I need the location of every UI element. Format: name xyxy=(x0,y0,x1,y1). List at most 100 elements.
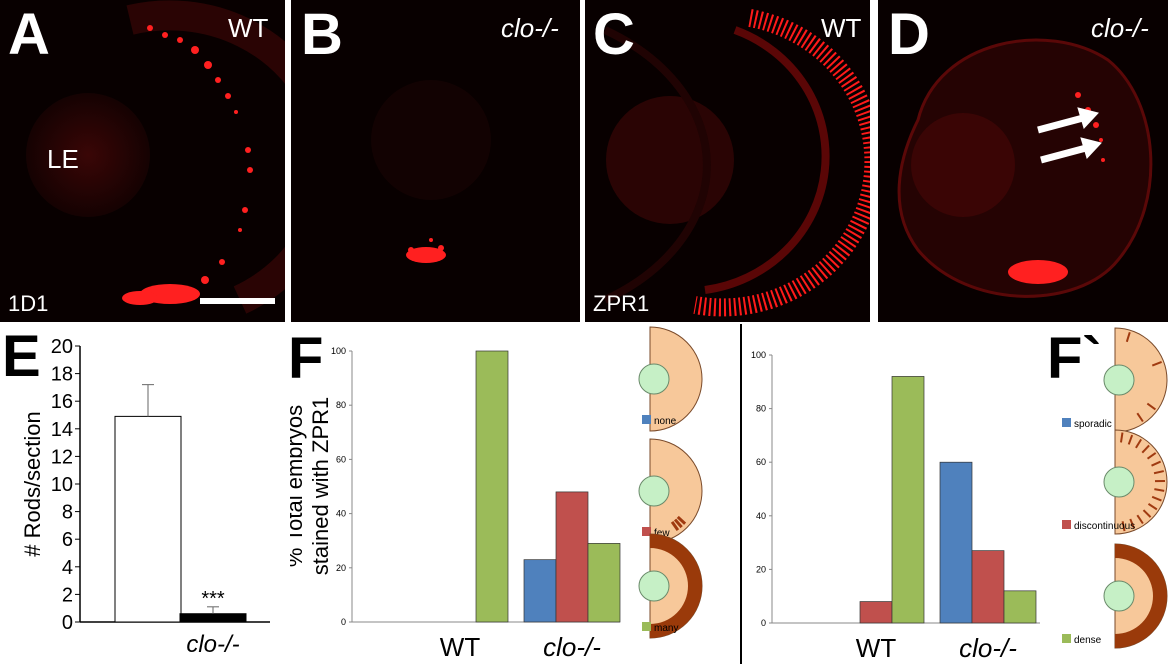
rod-mark xyxy=(1136,514,1144,525)
y-axis-label-line1: % Total embryos xyxy=(290,405,307,567)
y-tick-label: 16 xyxy=(51,391,73,413)
rod-mark xyxy=(1141,444,1150,454)
y-tick-label: 0 xyxy=(761,618,766,628)
rod-band xyxy=(650,534,702,638)
micrograph-a: A WT LE 1D1 xyxy=(0,0,285,322)
x-tick-label: clo-/- xyxy=(543,632,601,662)
genotype-label-c: WT xyxy=(821,13,862,43)
rod-mark xyxy=(1125,331,1131,343)
y-tick-label: 4 xyxy=(62,557,73,579)
eye-lens xyxy=(638,475,670,507)
significance-annotation: *** xyxy=(201,588,225,610)
rod-mark xyxy=(1129,518,1136,529)
y-tick-label: 20 xyxy=(336,563,346,573)
bar xyxy=(114,415,182,623)
scale-bar xyxy=(200,298,275,304)
x-tick-label: WT xyxy=(440,632,481,662)
panel-letter-d: D xyxy=(888,2,930,67)
legend-swatch xyxy=(642,527,651,536)
bar xyxy=(179,613,247,623)
legend-label: sporadic xyxy=(1074,419,1112,430)
genotype-label-d: clo-/- xyxy=(1091,13,1149,43)
rod-mark xyxy=(1146,452,1157,460)
y-tick-label: 6 xyxy=(62,529,73,551)
y-tick-label: 14 xyxy=(51,419,73,441)
micrograph-d: D clo-/- xyxy=(878,0,1168,322)
y-tick-label: 10 xyxy=(51,474,73,496)
rod-mark xyxy=(1153,470,1165,475)
rod-mark xyxy=(1151,460,1162,467)
panel-letter-a: A xyxy=(8,2,50,67)
y-tick-label: 40 xyxy=(336,509,346,519)
rod-mark xyxy=(1135,438,1142,449)
rod-mark xyxy=(1154,488,1165,492)
rod-mark xyxy=(1119,432,1124,443)
eye-schematic-none xyxy=(638,326,703,432)
y-tick-label: 100 xyxy=(331,346,346,356)
eye-lens xyxy=(638,363,670,395)
y-tick-label: 8 xyxy=(62,502,73,524)
y-axis-label: # Rods/section xyxy=(20,411,45,557)
y-tick-label: 100 xyxy=(751,350,766,360)
eye-schematic-many xyxy=(638,533,703,639)
x-tick-label: WT xyxy=(856,633,897,663)
micrograph-b: B clo-/- xyxy=(291,0,580,322)
marker-label-zpr1: ZPR1 xyxy=(593,291,650,316)
y-tick-label: 60 xyxy=(756,457,766,467)
legend-swatch xyxy=(1062,418,1071,427)
bar-many xyxy=(587,543,621,623)
micrograph-a-image xyxy=(26,0,285,314)
panel-letter-c: C xyxy=(593,2,635,67)
bar-dense xyxy=(891,376,925,624)
y-tick-label: 20 xyxy=(756,564,766,574)
micrograph-d-image xyxy=(897,38,1153,298)
eye-schematic-discontinuous xyxy=(1103,429,1168,535)
structure-label-le: LE xyxy=(47,144,79,174)
bar-discontinuous xyxy=(971,550,1005,624)
legend-swatch xyxy=(1062,520,1071,529)
micrograph-c: C WT ZPR1 xyxy=(585,0,870,322)
bar-few xyxy=(555,491,589,623)
legend-label: few xyxy=(654,528,670,539)
legend-label: none xyxy=(654,416,677,427)
panel-letter-e: E xyxy=(2,324,41,389)
rod-mark xyxy=(1151,360,1162,367)
legend-swatch xyxy=(1062,634,1071,643)
y-tick-label: 18 xyxy=(51,364,73,386)
y-tick-label: 20 xyxy=(51,336,73,358)
y-tick-label: 2 xyxy=(62,584,73,606)
y-axis-label-line2: stained with ZPR1 xyxy=(308,397,333,576)
rod-mark xyxy=(676,515,687,525)
y-tick-label: 0 xyxy=(341,617,346,627)
bar-many xyxy=(475,350,509,623)
y-tick-label: 80 xyxy=(336,400,346,410)
panel-letter-f-prime: F` xyxy=(1047,326,1102,391)
rod-mark xyxy=(1127,434,1134,445)
rod-mark xyxy=(1142,509,1152,518)
chart-f: 0 20 40 60 80 100 WT clo-/- % Total embryosstain… xyxy=(290,326,703,662)
legend-label: dense xyxy=(1074,635,1102,646)
eye-schematic-sporadic xyxy=(1103,327,1168,433)
y-tick-label: 12 xyxy=(51,446,73,468)
legend-label: many xyxy=(654,623,678,634)
chart-f-prime: 0 20 40 60 80 100 WT clo-/- sporadic discontinuou… xyxy=(740,324,1168,664)
genotype-label-a: WT xyxy=(228,13,269,43)
eye-lens xyxy=(638,570,670,602)
legend-label: discontinuous xyxy=(1074,521,1135,532)
genotype-label-b: clo-/- xyxy=(501,13,559,43)
rod-mark xyxy=(670,521,680,531)
x-tick-label: clo-/- xyxy=(186,631,239,658)
rod-mark xyxy=(1147,503,1158,511)
eye-schematic-few xyxy=(638,438,703,544)
rod-mark xyxy=(1136,412,1144,423)
rod-mark xyxy=(1151,495,1162,502)
rod-mark xyxy=(1121,521,1126,532)
rod-band xyxy=(1115,544,1167,648)
bar-dense xyxy=(1003,590,1037,624)
micrograph-b-image xyxy=(371,80,491,263)
y-tick-label: 80 xyxy=(756,404,766,414)
eye-retina xyxy=(1114,327,1168,433)
arrow-icon xyxy=(1037,107,1102,164)
eye-lens xyxy=(1103,466,1135,498)
y-tick-label: 40 xyxy=(756,511,766,521)
